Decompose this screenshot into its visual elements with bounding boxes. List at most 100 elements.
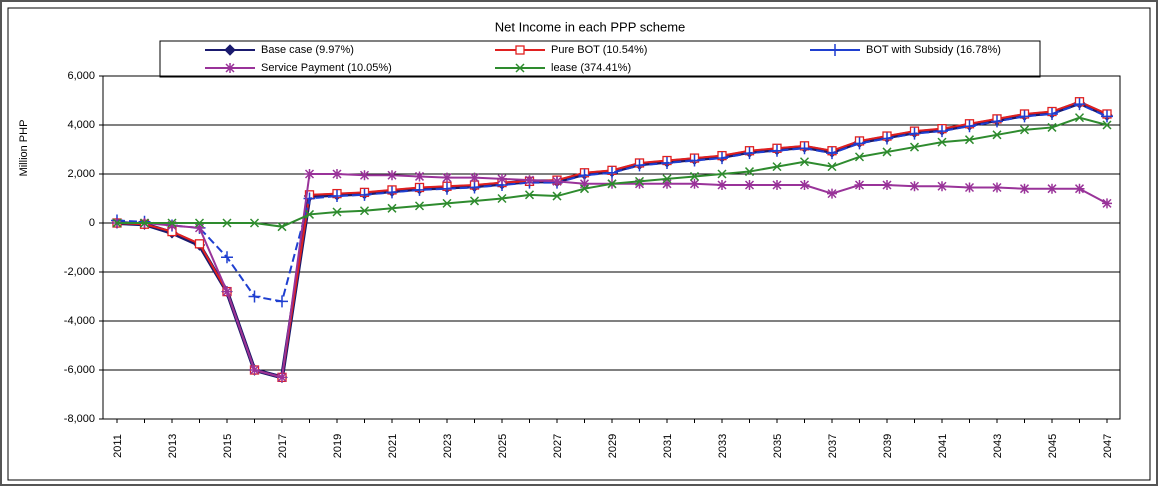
- marker: [497, 173, 507, 184]
- chart-title: Net Income in each PPP scheme: [495, 19, 686, 34]
- y-tick-label: -6,000: [64, 364, 95, 376]
- marker: [1074, 183, 1085, 194]
- marker: [225, 63, 235, 73]
- x-tick-label: 2017: [277, 434, 289, 458]
- x-tick-label: 2043: [992, 434, 1004, 458]
- marker: [524, 175, 535, 186]
- x-tick-label: 2021: [387, 434, 399, 458]
- marker: [799, 180, 810, 191]
- marker: [331, 190, 343, 203]
- marker: [1018, 110, 1031, 123]
- marker: [662, 174, 672, 184]
- x-tick-label: 2033: [717, 434, 729, 458]
- marker: [937, 137, 947, 147]
- marker: [964, 135, 975, 145]
- marker: [524, 190, 535, 200]
- marker: [829, 44, 841, 56]
- x-tick-label: 2029: [607, 434, 619, 458]
- marker: [414, 171, 425, 182]
- marker: [607, 179, 617, 189]
- marker: [1047, 122, 1057, 132]
- marker: [249, 218, 260, 228]
- marker: [908, 127, 921, 140]
- marker: [717, 180, 727, 191]
- y-tick-label: 6,000: [67, 70, 95, 82]
- y-tick-label: -2,000: [64, 266, 95, 278]
- marker: [1102, 120, 1112, 130]
- marker: [441, 182, 453, 195]
- marker: [413, 183, 426, 196]
- marker: [221, 251, 233, 264]
- marker: [1073, 98, 1086, 111]
- marker: [827, 188, 837, 199]
- marker: [744, 180, 755, 191]
- marker: [1074, 113, 1085, 123]
- marker: [167, 220, 177, 231]
- x-tick-label: 2025: [497, 434, 509, 458]
- marker: [882, 180, 892, 191]
- marker: [552, 176, 562, 187]
- marker: [468, 181, 481, 194]
- x-tick-label: 2041: [937, 434, 949, 458]
- marker: [991, 115, 1003, 128]
- marker: [249, 365, 260, 375]
- marker: [277, 372, 287, 383]
- marker: [634, 176, 645, 186]
- marker: [332, 207, 342, 217]
- marker: [304, 209, 315, 219]
- marker: [277, 222, 287, 232]
- marker: [744, 167, 755, 177]
- marker: [359, 170, 370, 181]
- marker: [633, 159, 646, 172]
- x-tick-label: 2011: [112, 434, 124, 458]
- marker: [387, 170, 397, 181]
- marker: [771, 144, 783, 157]
- marker: [936, 125, 948, 138]
- legend-label: lease (374.41%): [551, 62, 631, 74]
- marker: [222, 218, 232, 228]
- x-tick-label: 2035: [772, 434, 784, 458]
- marker: [688, 154, 701, 167]
- marker: [358, 188, 371, 201]
- x-tick-label: 2019: [332, 434, 344, 458]
- marker: [881, 132, 893, 145]
- chart-area: [7, 7, 1151, 481]
- y-tick-label: 4,000: [67, 119, 95, 131]
- marker: [772, 162, 782, 172]
- marker: [717, 169, 727, 179]
- marker: [414, 201, 425, 211]
- y-axis-label: Million PHP: [18, 120, 30, 177]
- marker: [1046, 107, 1058, 120]
- marker: [882, 147, 892, 157]
- marker: [772, 180, 782, 191]
- legend: [159, 40, 1041, 78]
- marker: [248, 290, 261, 303]
- marker: [909, 181, 920, 192]
- marker: [194, 239, 205, 249]
- marker: [634, 178, 645, 189]
- x-tick-label: 2031: [662, 434, 674, 458]
- marker: [442, 172, 452, 183]
- marker: [1019, 125, 1030, 135]
- marker: [661, 156, 673, 169]
- x-tick-label: 2039: [882, 434, 894, 458]
- marker: [359, 206, 370, 216]
- marker: [194, 222, 205, 233]
- marker: [853, 137, 866, 150]
- marker: [1019, 183, 1030, 194]
- marker: [964, 182, 975, 193]
- marker: [515, 63, 525, 73]
- marker: [1102, 198, 1112, 209]
- marker: [387, 203, 397, 213]
- x-tick-label: 2013: [167, 434, 179, 458]
- marker: [579, 184, 590, 194]
- y-tick-label: 2,000: [67, 168, 95, 180]
- x-tick-label: 2015: [222, 434, 234, 458]
- marker: [139, 218, 150, 228]
- marker: [826, 147, 838, 160]
- marker: [304, 169, 315, 179]
- marker: [798, 142, 811, 155]
- marker: [167, 218, 177, 228]
- marker: [743, 147, 756, 160]
